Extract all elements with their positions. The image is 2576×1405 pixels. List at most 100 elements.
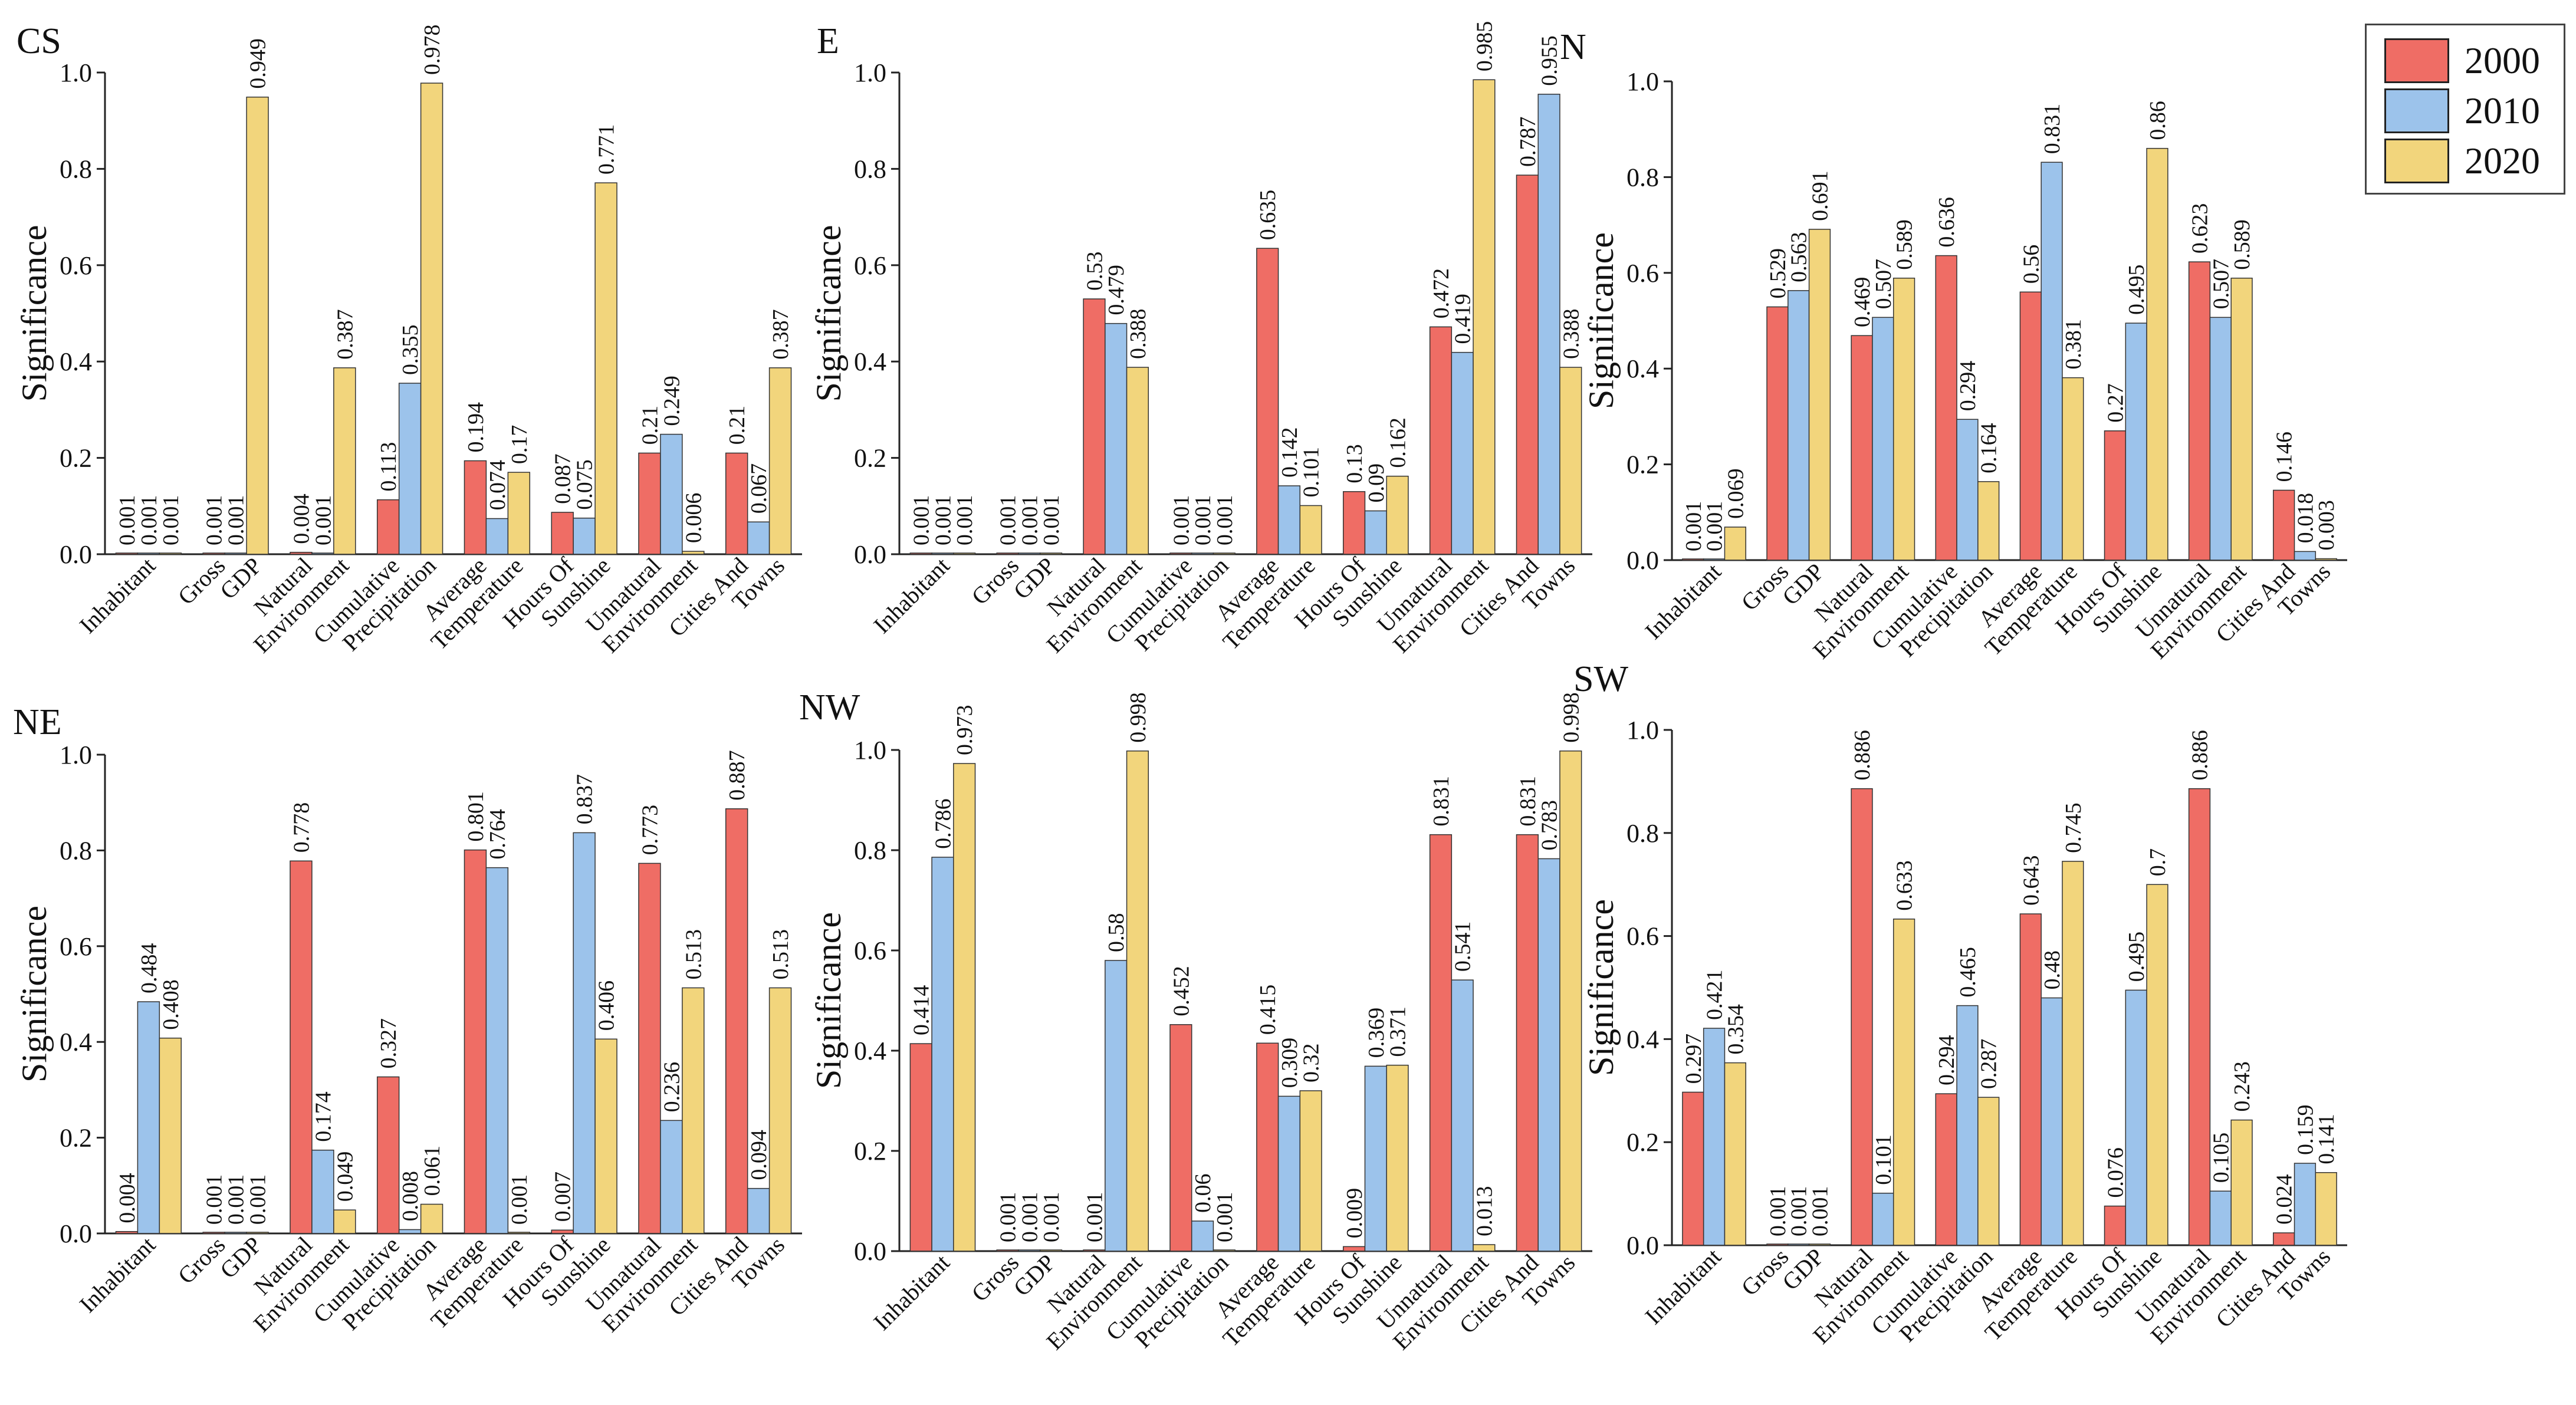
- bar-2000: [202, 552, 225, 555]
- data-label: 0.075: [573, 459, 597, 510]
- bar-2010: [398, 1229, 422, 1234]
- bar-2010: [660, 1120, 683, 1234]
- data-label: 0.408: [159, 979, 183, 1030]
- data-label: 0.387: [768, 309, 793, 360]
- data-label: 0.146: [2272, 432, 2297, 482]
- data-label: 0.297: [1681, 1034, 1706, 1084]
- bar-2000: [290, 860, 313, 1234]
- data-label: 0.06: [1191, 1174, 1215, 1213]
- bar-2020: [1977, 481, 2000, 561]
- bar-2020: [420, 83, 443, 555]
- y-tick-label: 0.0: [60, 540, 92, 569]
- bar-2020: [246, 1232, 269, 1234]
- data-label: 0.529: [1766, 248, 1790, 299]
- data-label: 0.294: [1934, 1035, 1959, 1086]
- bar-2020: [1724, 1062, 1746, 1246]
- bar-2000: [2104, 430, 2127, 561]
- data-label: 0.001: [1082, 1192, 1107, 1243]
- data-label: 0.354: [1723, 1004, 1748, 1055]
- y-tick-label: 1.0: [1627, 716, 1659, 745]
- bar-2000: [1429, 834, 1453, 1252]
- data-label: 0.406: [594, 980, 619, 1031]
- data-label: 0.56: [2019, 245, 2043, 284]
- bar-2020: [1724, 527, 1746, 561]
- data-label: 0.001: [224, 495, 249, 546]
- bar-2000: [1851, 788, 1873, 1246]
- data-label: 0.415: [1256, 985, 1280, 1035]
- bar-2020: [2230, 1119, 2253, 1246]
- data-label: 0.001: [1039, 495, 1064, 546]
- data-label: 0.294: [1956, 361, 1980, 412]
- data-label: 0.194: [464, 402, 488, 453]
- bar-2010: [1788, 290, 1810, 561]
- chart-panel-sw: SW Significance 0.0 0.2 0.4 0.6 0.8 1.0 0.297 0.0…: [1573, 659, 2347, 1349]
- data-label: 0.001: [1213, 495, 1237, 546]
- bar-2010: [137, 1001, 160, 1234]
- legend-swatch-2000: [2384, 38, 2449, 83]
- bar-2010: [1788, 1243, 1810, 1246]
- bar-2020: [1808, 1243, 1831, 1246]
- chart-panel-ne: NE Significance 0.0 0.2 0.4 0.6 0.8 1.0 0.004 0.0…: [13, 702, 802, 1337]
- bar-2000: [464, 849, 487, 1234]
- bar-2020: [333, 1209, 356, 1234]
- bar-2000: [202, 1232, 225, 1234]
- data-label: 0.001: [137, 495, 162, 546]
- bar-2000: [2019, 291, 2042, 561]
- data-label: 0.067: [747, 463, 771, 514]
- bar-2020: [1386, 1064, 1409, 1252]
- data-label: 0.837: [573, 774, 597, 825]
- data-label: 0.623: [2188, 203, 2213, 254]
- panel-title: E: [817, 21, 839, 61]
- panel-title: CS: [17, 21, 61, 61]
- bar-2000: [725, 808, 748, 1234]
- data-label: 0.495: [2124, 265, 2149, 315]
- bar-2000: [1083, 1249, 1106, 1252]
- data-label: 0.001: [224, 1174, 249, 1225]
- data-label: 0.419: [1451, 294, 1476, 344]
- bar-2010: [311, 1149, 334, 1234]
- data-label: 0.831: [2040, 104, 2065, 154]
- bar-2020: [1213, 1249, 1236, 1252]
- y-tick-label: 1.0: [1627, 67, 1659, 96]
- bar-2020: [1559, 750, 1582, 1252]
- bar-2010: [1191, 552, 1214, 555]
- data-label: 0.049: [333, 1151, 357, 1202]
- bar-2000: [115, 1231, 139, 1234]
- bar-2020: [1892, 277, 1915, 561]
- bar-2020: [2062, 861, 2084, 1246]
- data-label: 0.48: [2040, 950, 2065, 990]
- data-label: 0.886: [1850, 730, 1875, 781]
- bar-2000: [1682, 558, 1704, 561]
- y-tick-label: 0.0: [854, 1237, 886, 1266]
- data-label: 0.061: [420, 1146, 445, 1196]
- data-label: 0.001: [996, 495, 1021, 546]
- data-label: 0.001: [311, 495, 336, 546]
- bar-2010: [1451, 351, 1474, 555]
- bar-2000: [1516, 175, 1539, 555]
- chart-panel-nw: NW Significance 0.0 0.2 0.4 0.6 0.8 1.0 0.414 0.0…: [799, 687, 1592, 1355]
- data-label: 0.001: [1766, 1186, 1790, 1237]
- bar-2010: [224, 1232, 247, 1234]
- y-tick-label: 0.2: [60, 444, 92, 473]
- panel-title: SW: [1573, 659, 1628, 699]
- y-tick-label: 0.0: [1627, 546, 1659, 575]
- bar-2010: [1277, 1095, 1301, 1252]
- y-axis-label: Significance: [1582, 899, 1621, 1076]
- bar-2000: [2104, 1205, 2127, 1246]
- data-label: 0.998: [1126, 692, 1151, 743]
- data-label: 0.53: [1082, 251, 1107, 291]
- bar-2020: [953, 552, 976, 555]
- y-tick-label: 0.6: [60, 251, 92, 280]
- y-tick-label: 0.2: [1627, 1128, 1659, 1157]
- data-label: 0.831: [1516, 776, 1540, 827]
- data-label: 0.094: [747, 1130, 771, 1180]
- data-label: 0.633: [1892, 860, 1917, 911]
- data-label: 0.101: [1299, 447, 1324, 498]
- bar-2000: [638, 863, 661, 1234]
- data-label: 0.243: [2230, 1061, 2255, 1112]
- y-tick-label: 0.4: [1627, 1025, 1659, 1054]
- data-label: 0.831: [1429, 776, 1454, 827]
- bar-2000: [1169, 1024, 1192, 1252]
- bar-2010: [1537, 858, 1560, 1252]
- data-label: 0.513: [768, 929, 793, 980]
